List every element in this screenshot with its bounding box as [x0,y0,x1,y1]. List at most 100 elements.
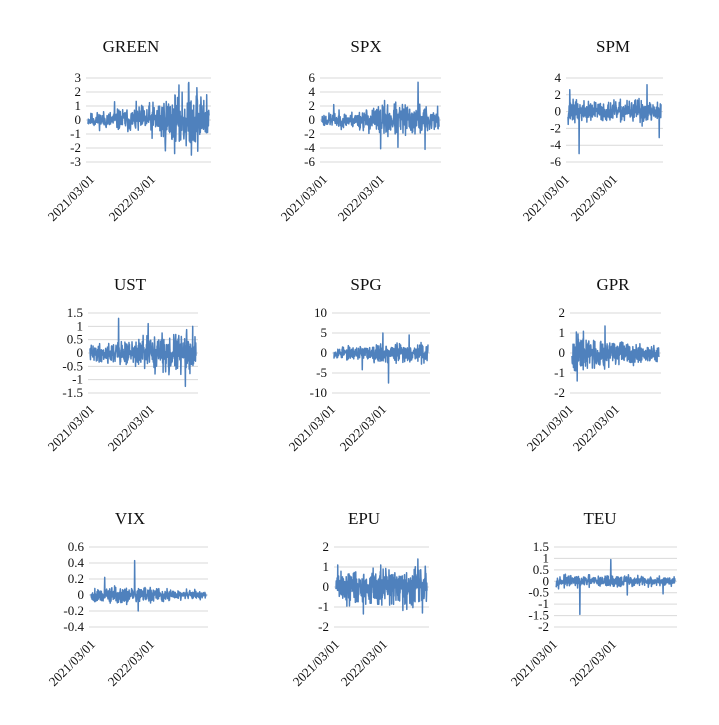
x-tick-label: 2021/03/01 [278,172,330,224]
x-tick-label: 2022/03/01 [337,402,389,454]
y-tick-label: 1 [75,98,82,113]
y-tick-label: 1 [559,325,566,340]
y-tick-label: 1.5 [533,539,549,554]
y-tick-label: 4 [555,70,562,85]
y-tick-label: -2 [304,126,315,141]
y-tick-label: 2 [75,84,82,99]
y-tick-label: 0 [78,587,85,602]
y-tick-label: -3 [70,154,81,169]
y-tick-label: 1 [543,550,550,565]
y-tick-label: 2 [323,539,330,554]
y-tick-label: 0.2 [68,571,84,586]
y-tick-label: -2 [554,385,565,400]
y-tick-label: -2 [550,120,561,135]
y-tick-label: 0 [555,104,562,119]
x-tick-label: 2021/03/01 [520,172,572,224]
y-tick-label: 0.5 [67,332,83,347]
y-tick-label: 3 [75,70,82,85]
y-tick-label: 0 [75,112,82,127]
panel-ust: UST 1.510.50-0.5-1-1.5 2021/03/01 2022/03/0… [45,275,198,454]
x-tick-label: 2021/03/01 [46,637,98,689]
series-line-teu [555,558,676,616]
panel-title: GREEN [103,37,160,56]
y-tick-label: 4 [309,84,316,99]
y-tick-label: 0 [309,112,316,127]
y-tick-label: 0 [77,345,84,360]
x-tick-label: 2021/03/01 [45,402,97,454]
panel-title: SPX [350,37,381,56]
x-tick-label: 2021/03/01 [286,402,338,454]
y-tick-label: -1.5 [62,385,83,400]
y-tick-label: -2 [538,619,549,634]
y-tick-label: 0 [321,345,328,360]
y-tick-label: 1 [323,559,330,574]
series-line-epu [335,558,428,615]
y-tick-label: 5 [321,325,328,340]
y-tick-label: -0.2 [63,603,84,618]
x-tick-label: 2021/03/01 [508,637,560,689]
series-line-spx [321,81,440,151]
x-tick-label: 2021/03/01 [524,402,576,454]
x-tick-label: 2022/03/01 [335,172,387,224]
panel-title: VIX [115,509,145,528]
y-tick-label: -1 [538,596,549,611]
panel-title: GPR [596,275,630,294]
x-tick-label: 2022/03/01 [338,637,390,689]
x-tick-label: 2022/03/01 [567,637,619,689]
y-tick-label: -0.5 [528,585,549,600]
y-tick-label: 2 [559,305,566,320]
panel-title: TEU [583,509,616,528]
y-tick-label: -1 [554,365,565,380]
y-tick-label: 10 [314,305,327,320]
y-tick-label: -1.5 [528,608,549,623]
y-tick-label: 0.5 [533,562,549,577]
y-tick-label: 6 [309,70,316,85]
series-line-spm [567,83,662,155]
y-tick-label: 0.6 [68,539,85,554]
x-tick-label: 2022/03/01 [570,402,622,454]
y-tick-label: 0 [543,573,550,588]
y-tick-label: -1 [72,372,83,387]
y-tick-label: -4 [550,137,561,152]
y-tick-label: -1 [70,126,81,141]
y-tick-label: 1.5 [67,305,83,320]
panel-teu: TEU 1.510.50-0.5-1-1.5-2 2021/03/01 2022/03… [508,509,677,689]
y-tick-label: -2 [70,140,81,155]
series-line-green [87,81,210,156]
panel-title: SPG [350,275,381,294]
series-line-ust [89,317,197,388]
y-tick-label: 1 [77,318,84,333]
y-tick-label: -10 [310,385,327,400]
y-tick-label: 0 [559,345,566,360]
panel-vix: VIX 0.60.40.20-0.2-0.4 2021/03/01 2022/03/0… [46,509,208,689]
y-tick-label: -4 [304,140,315,155]
panel-title: EPU [348,509,380,528]
series-line-gpr [571,325,660,382]
x-tick-label: 2022/03/01 [105,637,157,689]
y-tick-label: 0.4 [68,555,85,570]
y-tick-label: 2 [555,87,562,102]
y-tick-label: -0.4 [63,619,84,634]
x-tick-label: 2021/03/01 [45,172,97,224]
x-tick-label: 2022/03/01 [568,172,620,224]
panel-title: UST [114,275,147,294]
y-tick-label: -1 [318,599,329,614]
y-tick-label: -5 [316,365,327,380]
x-tick-label: 2022/03/01 [106,172,158,224]
y-tick-label: -2 [318,619,329,634]
series-line-spg [333,332,429,384]
x-tick-label: 2021/03/01 [290,637,342,689]
series-line-vix [90,559,207,612]
y-tick-label: -6 [304,154,315,169]
y-tick-label: 2 [309,98,316,113]
y-tick-label: 0 [323,579,330,594]
x-tick-label: 2022/03/01 [105,402,157,454]
panel-title: SPM [596,37,630,56]
